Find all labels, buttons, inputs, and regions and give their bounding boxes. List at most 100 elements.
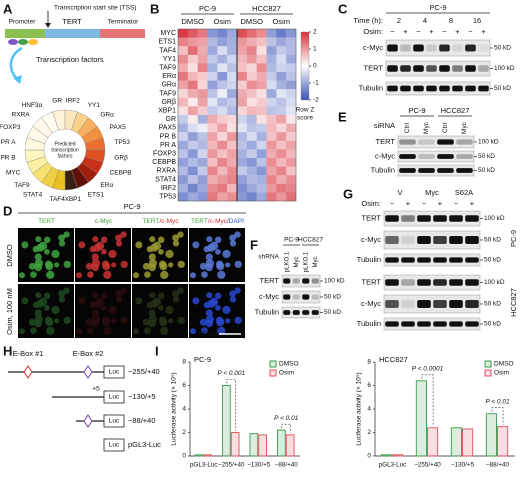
cell bbox=[103, 270, 112, 279]
cell bbox=[172, 296, 180, 303]
heatmap-cell bbox=[246, 166, 257, 176]
cell bbox=[45, 262, 54, 271]
row-label: PR B bbox=[160, 133, 177, 140]
cell bbox=[111, 262, 117, 268]
heatmap-cell bbox=[237, 115, 248, 124]
heatmap-cell bbox=[217, 72, 228, 81]
band bbox=[417, 257, 431, 263]
significance-bracket bbox=[421, 374, 434, 426]
band bbox=[292, 278, 300, 284]
cell bbox=[38, 241, 48, 251]
heatmap-cell bbox=[237, 166, 248, 176]
band bbox=[418, 168, 435, 173]
arrow-head bbox=[13, 75, 22, 84]
header-part: TERT bbox=[191, 218, 208, 225]
cell bbox=[35, 236, 42, 243]
cell bbox=[120, 287, 127, 294]
cell bbox=[92, 236, 99, 243]
colorbar-tick-label: 1 bbox=[313, 46, 317, 53]
heatmap-cell bbox=[227, 106, 238, 116]
heatmap-cell bbox=[187, 54, 198, 64]
y-tick-label: 8 bbox=[367, 359, 371, 366]
bar bbox=[427, 427, 439, 457]
band bbox=[400, 85, 411, 92]
heatmap-cell bbox=[286, 37, 297, 47]
heatmap-cell bbox=[187, 192, 198, 202]
heatmap-cell bbox=[276, 115, 287, 124]
cell bbox=[108, 305, 117, 315]
lane-label: Ctrl bbox=[404, 122, 411, 133]
heatmap-cell bbox=[246, 54, 257, 64]
cell bbox=[206, 292, 213, 299]
heatmap-cell bbox=[217, 140, 228, 150]
band bbox=[302, 278, 310, 284]
y-tick-label: 0 bbox=[182, 453, 186, 460]
heatmap-cell bbox=[256, 140, 267, 150]
tf-oval bbox=[18, 39, 28, 45]
heatmap-cell bbox=[217, 63, 228, 73]
gene-body bbox=[45, 29, 100, 38]
heatmap-cell bbox=[207, 132, 218, 141]
cell bbox=[234, 231, 241, 238]
cell bbox=[63, 316, 71, 325]
cell bbox=[142, 318, 150, 326]
heatmap-cell bbox=[207, 37, 218, 47]
cell bbox=[234, 260, 242, 269]
heatmap-cell bbox=[276, 149, 287, 159]
band bbox=[426, 65, 437, 72]
heatmap-cell bbox=[217, 37, 228, 47]
header-part: /DAPI bbox=[227, 218, 244, 225]
heatmap-cell bbox=[178, 183, 189, 193]
cell bbox=[229, 296, 237, 303]
heatmap-cell bbox=[286, 97, 297, 107]
cell bbox=[44, 304, 50, 311]
cell bbox=[146, 301, 154, 309]
header-part: /c-Myc bbox=[208, 218, 228, 225]
heatmap-cell bbox=[246, 29, 257, 38]
cell bbox=[132, 272, 140, 279]
osim-sign: − bbox=[468, 27, 473, 36]
heatmap-cell bbox=[276, 158, 287, 167]
heatmap-cell bbox=[246, 149, 257, 159]
heatmap-cell bbox=[187, 175, 198, 184]
colorbar-tick-label: 0 bbox=[313, 63, 317, 70]
cell bbox=[58, 234, 65, 242]
ebox-label: E-Box #2 bbox=[73, 349, 104, 358]
cell bbox=[91, 309, 99, 317]
heatmap-cell bbox=[237, 149, 248, 159]
cell bbox=[177, 260, 185, 269]
heatmap-cell bbox=[256, 54, 267, 64]
heatmap-cell bbox=[217, 97, 228, 107]
heatmap-cell bbox=[227, 63, 238, 73]
luc-label: Luc bbox=[109, 369, 120, 376]
size-marker: 50 kD bbox=[484, 257, 501, 264]
cell bbox=[30, 327, 37, 334]
panel-letter: F bbox=[250, 237, 258, 252]
heatmap-cell bbox=[246, 106, 257, 116]
size-marker: 50 kD bbox=[324, 309, 341, 316]
osim-sign: + bbox=[403, 27, 408, 36]
heatmap-cell bbox=[197, 46, 208, 55]
cell bbox=[78, 241, 86, 249]
band bbox=[399, 139, 416, 145]
tf-arrow bbox=[9, 46, 23, 81]
colorbar-tick-label: -2 bbox=[313, 97, 319, 104]
cell bbox=[102, 318, 111, 327]
factor-label: TAF4 bbox=[49, 196, 65, 203]
heatmap-cell bbox=[217, 106, 228, 116]
construct-label: −88/+40 bbox=[128, 416, 156, 425]
band bbox=[456, 139, 473, 145]
cell bbox=[63, 287, 70, 294]
lane-label: pLKO.1 bbox=[284, 251, 290, 272]
heatmap-cell bbox=[178, 54, 189, 64]
heatmap-cell bbox=[217, 46, 228, 55]
legend-swatch bbox=[269, 360, 277, 368]
heatmap-cell bbox=[227, 166, 238, 176]
heatmap-cell bbox=[266, 149, 277, 159]
osim-sign: − bbox=[390, 27, 395, 36]
cell bbox=[217, 326, 226, 335]
heatmap-cell bbox=[286, 89, 297, 98]
heatmap-cell bbox=[187, 37, 198, 47]
cell bbox=[158, 248, 164, 255]
cell bbox=[192, 241, 200, 249]
